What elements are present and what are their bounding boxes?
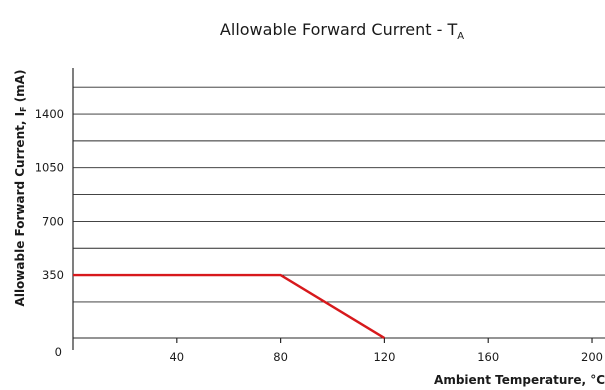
x-tick-label: 40 <box>169 350 184 364</box>
x-tick-label: 160 <box>477 350 499 364</box>
y-tick-label: 700 <box>42 214 64 228</box>
chart-title-subscript: A <box>457 31 464 42</box>
y-axis-label-subscript: F <box>19 106 28 111</box>
y-tick-label: 1400 <box>35 107 64 121</box>
origin-tick-label: 0 <box>55 345 62 359</box>
series-line <box>73 273 386 340</box>
axes <box>72 68 593 350</box>
series-layer <box>73 273 386 340</box>
y-tick-labels: 0 350 700 1050 1400 <box>35 107 64 359</box>
x-tick-label: 120 <box>373 350 395 364</box>
x-tick-label: 200 <box>581 350 603 364</box>
x-axis-label: Ambient Temperature, °C <box>434 373 605 387</box>
y-tick-label: 1050 <box>35 161 64 175</box>
chart-title: Allowable Forward Current - TA <box>220 20 464 42</box>
y-tick-label: 350 <box>42 268 64 282</box>
chart-title-main: Allowable Forward Current - T <box>220 20 458 39</box>
y-axis-label: Allowable Forward Current, IF (mA) <box>13 70 28 307</box>
y-axis-label-main: Allowable Forward Current, I <box>13 112 27 307</box>
x-tick-labels: 40 80 120 160 200 <box>169 350 603 364</box>
x-tick-label: 80 <box>273 350 288 364</box>
grid-lines <box>73 86 605 339</box>
y-axis-label-unit: (mA) <box>13 70 27 107</box>
